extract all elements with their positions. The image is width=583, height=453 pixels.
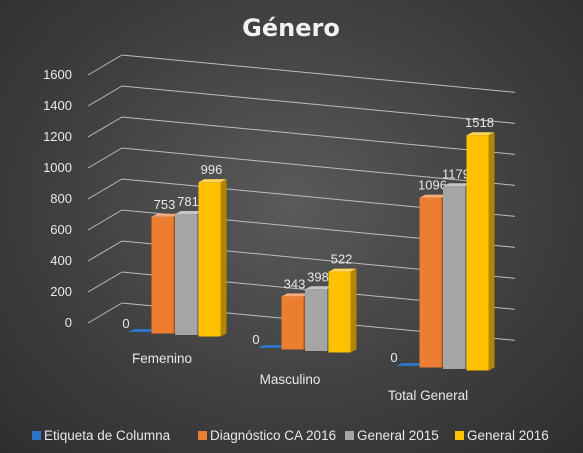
gridline-side xyxy=(87,147,123,169)
y-tick-label: 600 xyxy=(50,222,72,237)
x-axis: Femenino Masculino Total General xyxy=(132,351,468,403)
y-tick-label: 800 xyxy=(50,191,72,206)
y-tick-label: 1600 xyxy=(43,67,72,82)
bar-front xyxy=(305,289,327,351)
gridline xyxy=(121,116,516,155)
bar-top xyxy=(281,293,310,297)
y-tick-label: 400 xyxy=(50,253,72,268)
bar-zero xyxy=(128,329,156,332)
legend-item: Etiqueta de Columna xyxy=(32,428,171,443)
chart-title: Género xyxy=(242,14,340,42)
legend-label: Etiqueta de Columna xyxy=(44,428,171,443)
legend-swatch xyxy=(345,431,354,440)
bar-top xyxy=(419,194,448,198)
legend-swatch xyxy=(455,431,464,440)
data-label: 1096 xyxy=(418,178,447,193)
bar-top xyxy=(305,286,333,290)
bar-front xyxy=(419,197,442,368)
gridline-side xyxy=(87,54,123,76)
legend-item: General 2015 xyxy=(345,428,439,443)
gridline xyxy=(121,147,516,186)
bar-front xyxy=(175,213,197,335)
bar-top xyxy=(328,268,357,272)
data-label: 343 xyxy=(284,276,306,291)
legend-swatch xyxy=(32,431,41,440)
legend-label: General 2016 xyxy=(467,428,549,443)
bar-front xyxy=(328,271,351,353)
bar-side xyxy=(350,268,357,353)
data-label: 781 xyxy=(177,194,199,209)
bar-zero xyxy=(396,363,424,366)
gridline-side xyxy=(87,85,123,107)
y-tick-label: 200 xyxy=(50,284,72,299)
data-label: 0 xyxy=(390,350,397,365)
bar-top xyxy=(198,179,227,183)
x-category-label: Femenino xyxy=(132,351,192,366)
bar-side xyxy=(488,132,495,371)
bar-1-3 xyxy=(328,268,357,353)
bar-top xyxy=(151,213,180,217)
bar-0-3 xyxy=(198,179,227,337)
legend-swatch xyxy=(198,431,207,440)
x-category-label: Masculino xyxy=(260,372,321,387)
gridline xyxy=(121,54,516,93)
bar-top xyxy=(175,210,203,214)
legend-label: Diagnóstico CA 2016 xyxy=(210,428,336,443)
bar-front xyxy=(198,182,221,337)
bar-side xyxy=(220,179,227,337)
data-label: 522 xyxy=(331,252,353,267)
data-label: 753 xyxy=(154,197,176,212)
y-tick-label: 1400 xyxy=(43,98,72,113)
y-tick-label: 0 xyxy=(65,315,72,330)
data-label: 1179 xyxy=(442,166,470,181)
bar-front xyxy=(151,216,174,334)
bar-0-0 xyxy=(128,329,156,332)
gridline-side xyxy=(87,178,123,200)
gridline-side xyxy=(87,116,123,138)
bar-front xyxy=(466,135,489,371)
bar-top xyxy=(443,183,471,187)
legend-label: General 2015 xyxy=(357,428,439,443)
legend: Etiqueta de Columna Diagnóstico CA 2016 Ge… xyxy=(32,428,549,443)
y-tick-label: 1200 xyxy=(43,129,72,144)
gridline-side xyxy=(87,209,123,231)
y-tick-label: 1000 xyxy=(43,160,72,175)
bar-front xyxy=(281,296,304,350)
bar-top xyxy=(466,132,495,136)
gridline-side xyxy=(87,302,123,324)
bar-2-3 xyxy=(466,132,495,371)
bar-zero xyxy=(258,345,286,348)
legend-item: Diagnóstico CA 2016 xyxy=(198,428,336,443)
gridline-side xyxy=(87,240,123,262)
gridline xyxy=(121,85,516,124)
data-label: 398 xyxy=(307,269,329,284)
x-category-label: Total General xyxy=(388,388,468,403)
legend-item: General 2016 xyxy=(455,428,549,443)
bar-2-0 xyxy=(396,363,424,366)
data-label: 1518 xyxy=(465,115,494,130)
gridline-side xyxy=(87,271,123,293)
bar-1-0 xyxy=(258,345,286,348)
bar-front xyxy=(443,186,465,369)
data-label: 996 xyxy=(201,162,223,177)
data-label: 0 xyxy=(252,332,259,347)
data-label: 0 xyxy=(122,316,129,331)
y-axis: 0 200 400 600 800 1000 1200 1400 1600 xyxy=(43,67,72,330)
